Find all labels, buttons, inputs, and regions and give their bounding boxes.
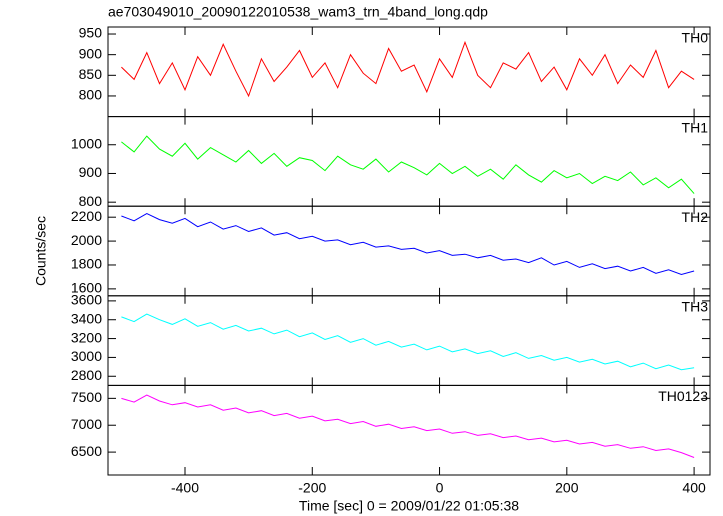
series-line (121, 313, 695, 371)
chart-title: ae703049010_20090122010538_wam3_trn_4ban… (108, 4, 488, 20)
series-line (121, 213, 695, 276)
y-tick-label: 7500 (71, 389, 102, 405)
y-tick-label: 1000 (71, 135, 102, 151)
x-tick-label: -400 (171, 480, 199, 496)
x-tick-label: 200 (555, 480, 579, 496)
y-tick-label: 900 (79, 164, 103, 180)
y-tick-label: 800 (79, 193, 103, 209)
x-tick-label: -200 (298, 480, 326, 496)
series-line (121, 135, 695, 194)
panel-label: TH1 (682, 119, 709, 135)
y-tick-label: 850 (79, 66, 103, 82)
series-line (121, 40, 695, 98)
y-tick-label: 2200 (71, 208, 102, 224)
y-tick-label: 800 (79, 87, 103, 103)
y-tick-label: 3400 (71, 310, 102, 326)
panel-label: TH0123 (658, 388, 708, 404)
panel-label: TH2 (682, 209, 709, 225)
y-tick-label: 950 (79, 25, 103, 41)
y-tick-label: 3000 (71, 348, 102, 364)
y-tick-label: 3200 (71, 329, 102, 345)
y-tick-label: 6500 (71, 443, 102, 459)
panel-label: TH3 (682, 299, 709, 315)
y-tick-label: 1600 (71, 280, 102, 296)
panel-frame (107, 384, 711, 476)
panel-frame (107, 295, 711, 386)
panel-frame (107, 116, 711, 207)
panel-label: TH0 (682, 30, 709, 46)
y-tick-label: 7000 (71, 416, 102, 432)
y-tick-label: 2800 (71, 367, 102, 383)
panel-frame (107, 205, 711, 297)
x-tick-label: 400 (682, 480, 706, 496)
series-line (121, 394, 695, 458)
y-axis-label: Counts/sec (33, 216, 49, 286)
y-tick-label: 1800 (71, 256, 102, 272)
y-tick-label: 2000 (71, 232, 102, 248)
y-tick-label: 900 (79, 45, 103, 61)
x-axis-label: Time [sec] 0 = 2009/01/22 01:05:38 (299, 498, 519, 514)
panel-frame (107, 26, 711, 118)
x-tick-label: 0 (436, 480, 444, 496)
y-tick-label: 3600 (71, 292, 102, 308)
